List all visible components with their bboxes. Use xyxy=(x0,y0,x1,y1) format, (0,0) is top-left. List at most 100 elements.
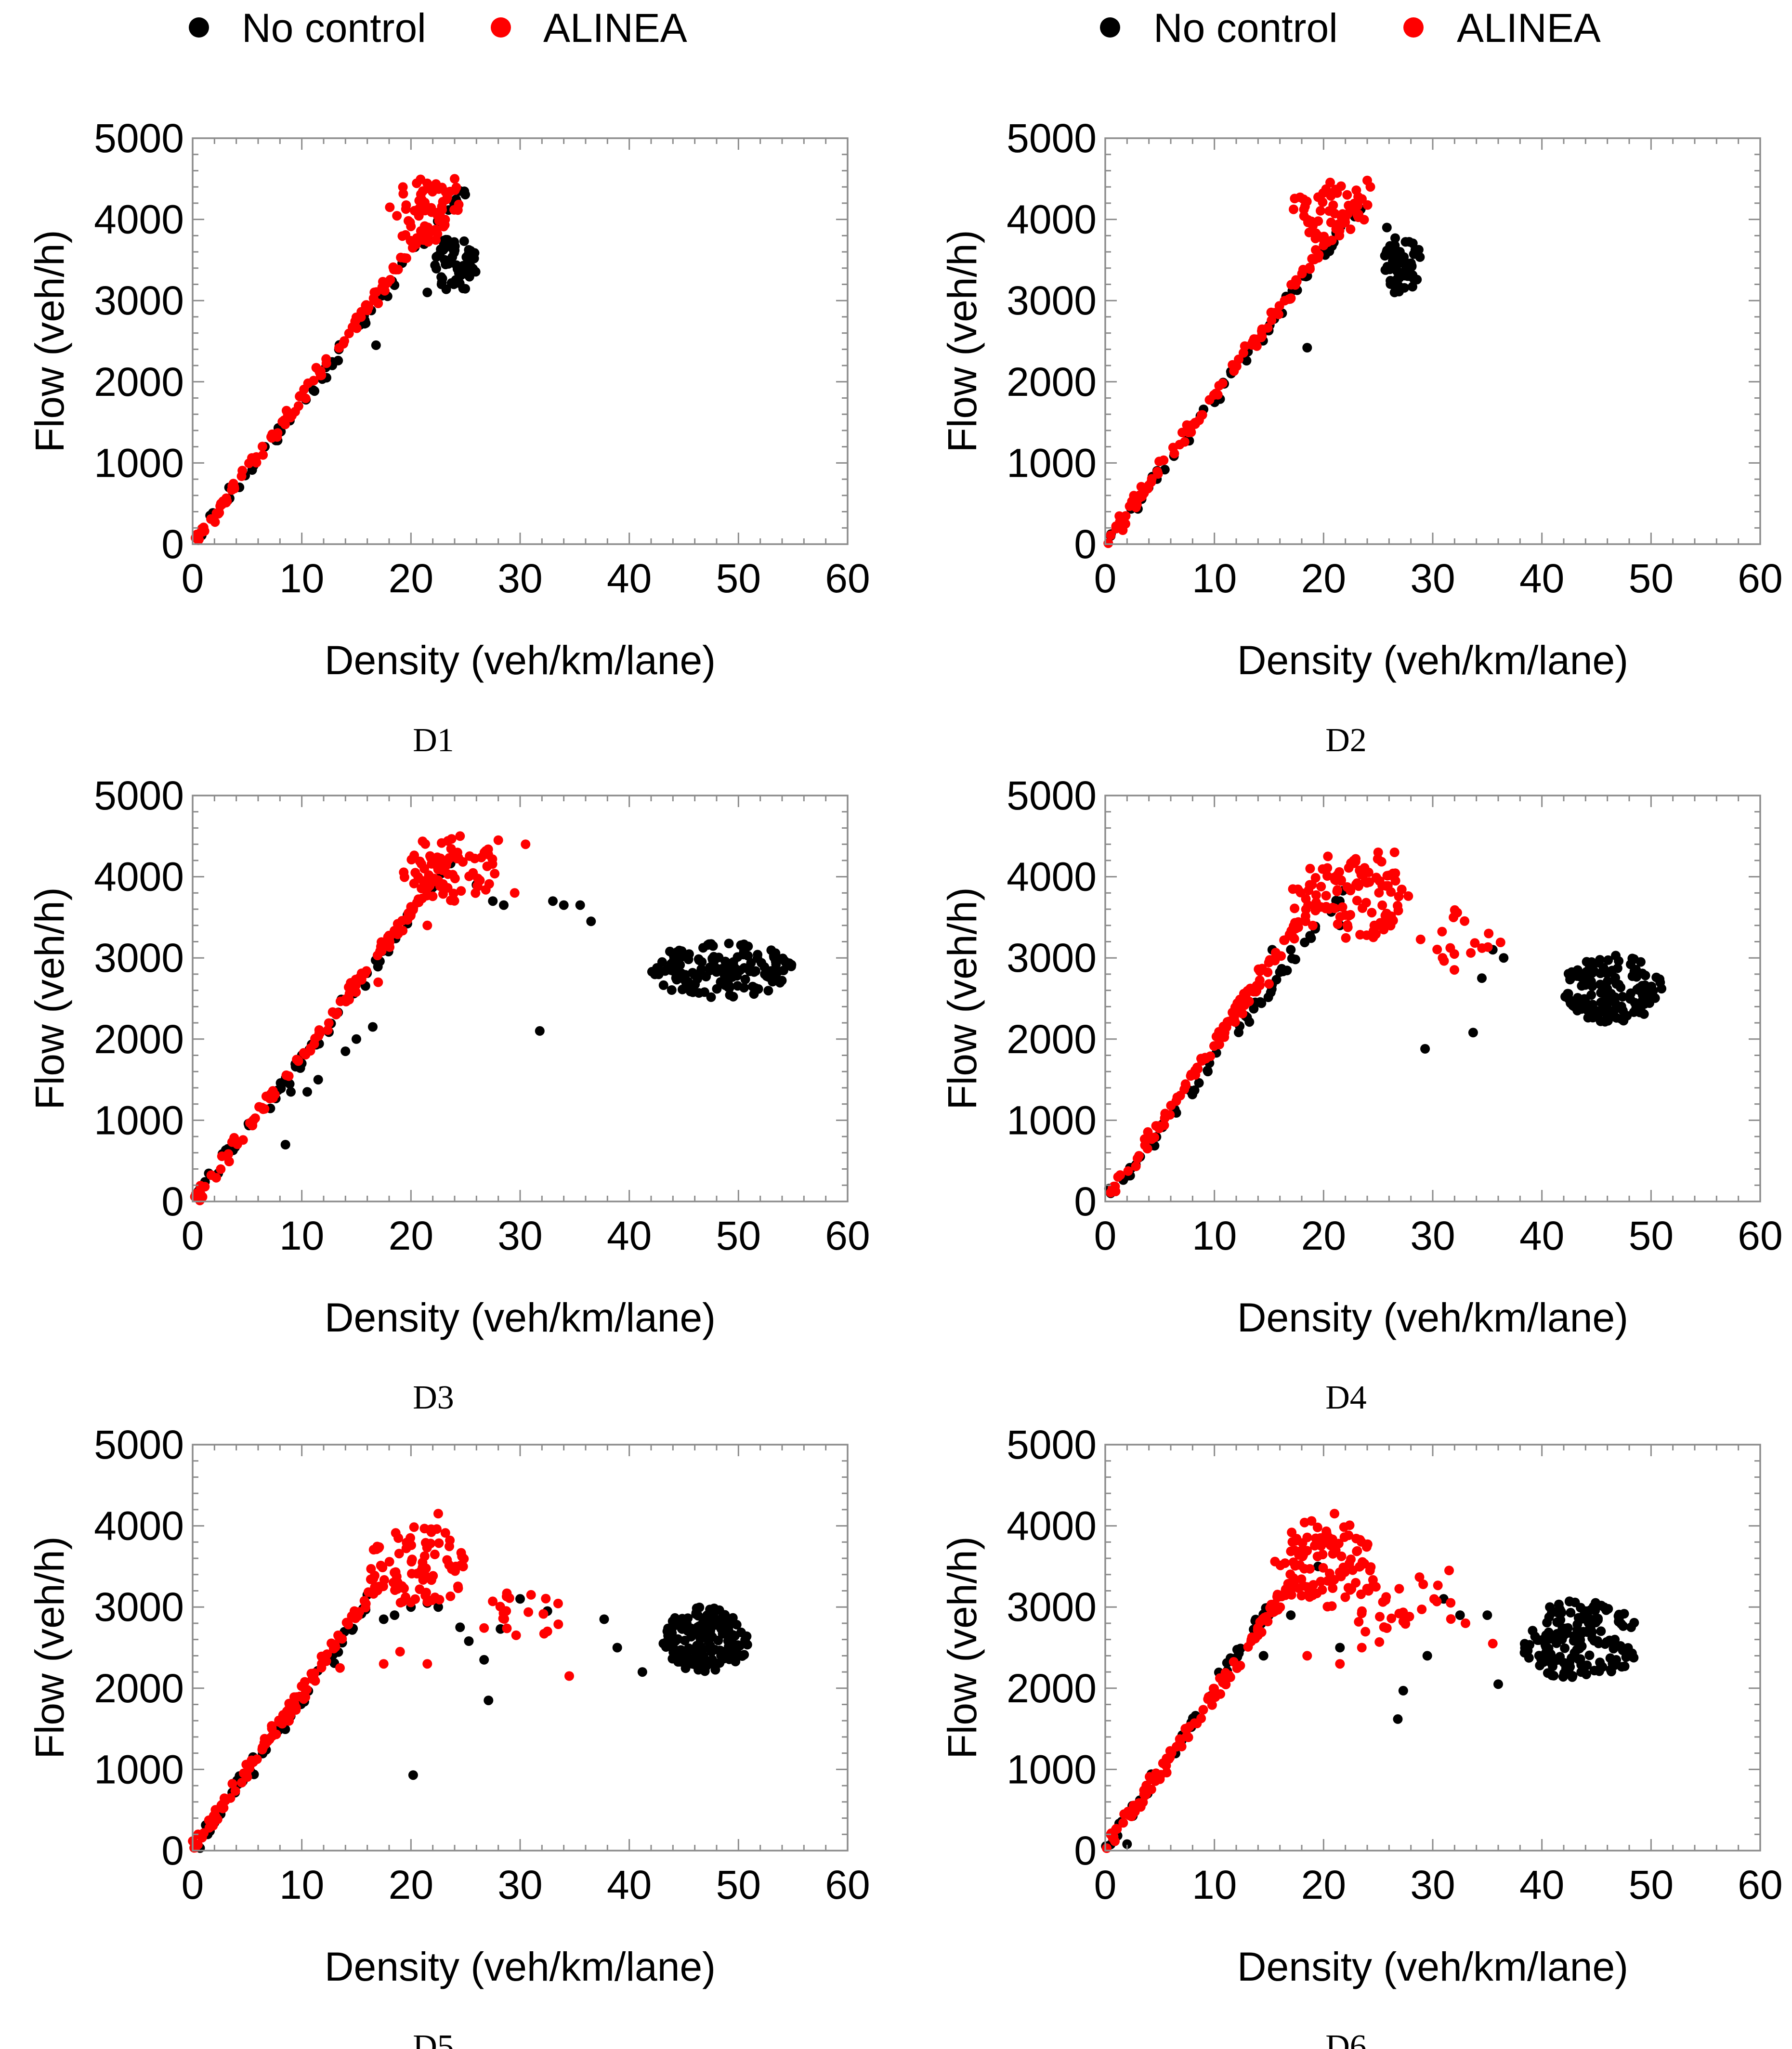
point-alinea xyxy=(1362,200,1373,210)
point-alinea xyxy=(1444,1566,1454,1576)
point-no-control xyxy=(1566,1607,1576,1618)
point-alinea xyxy=(1346,886,1356,896)
point-alinea xyxy=(1159,1120,1169,1130)
point-alinea xyxy=(422,890,432,901)
y-tick-label: 5000 xyxy=(1007,116,1097,161)
point-no-control xyxy=(1548,1661,1557,1671)
point-no-control xyxy=(1608,1658,1618,1669)
point-alinea xyxy=(420,839,431,849)
point-alinea xyxy=(1387,1613,1397,1623)
point-alinea xyxy=(1161,1761,1171,1771)
point-alinea xyxy=(434,1538,444,1548)
point-alinea xyxy=(1139,1134,1150,1144)
point-no-control xyxy=(1541,1642,1551,1652)
point-no-control xyxy=(1286,1610,1296,1620)
point-alinea xyxy=(385,202,395,212)
point-no-control xyxy=(768,975,778,985)
point-alinea xyxy=(1326,217,1336,227)
point-alinea xyxy=(1352,878,1362,888)
point-no-control xyxy=(1625,994,1635,1004)
point-alinea xyxy=(526,1590,536,1600)
point-no-control xyxy=(1468,1028,1478,1038)
point-alinea xyxy=(446,834,457,844)
point-no-control xyxy=(1565,1662,1575,1672)
point-no-control xyxy=(1242,356,1252,365)
point-alinea xyxy=(1150,1132,1160,1142)
point-alinea xyxy=(258,442,267,452)
x-tick-label: 30 xyxy=(1410,556,1455,601)
point-alinea xyxy=(1354,209,1364,220)
point-alinea xyxy=(1296,1546,1306,1556)
point-no-control xyxy=(1579,980,1589,990)
point-no-control xyxy=(690,979,700,990)
point-alinea xyxy=(426,1524,436,1534)
point-no-control xyxy=(1635,957,1646,967)
point-alinea xyxy=(1334,231,1345,241)
point-alinea xyxy=(450,174,459,184)
point-no-control xyxy=(1544,1612,1554,1622)
legend-right: No control ALINEA xyxy=(1100,5,1601,51)
point-no-control xyxy=(408,1770,418,1780)
point-alinea xyxy=(1323,851,1333,861)
point-no-control xyxy=(1596,1005,1606,1016)
point-no-control xyxy=(280,1140,290,1149)
point-alinea xyxy=(419,863,430,874)
point-alinea xyxy=(366,1564,376,1574)
point-alinea xyxy=(1272,1590,1282,1600)
point-no-control xyxy=(1407,272,1416,282)
point-alinea xyxy=(327,1638,337,1648)
point-alinea xyxy=(335,1663,345,1673)
point-alinea xyxy=(217,1800,227,1810)
point-alinea xyxy=(267,1723,277,1734)
x-tick-label: 10 xyxy=(1192,556,1237,601)
point-alinea xyxy=(1263,1617,1273,1627)
point-alinea xyxy=(223,1149,234,1159)
point-no-control xyxy=(1477,973,1487,983)
point-alinea xyxy=(316,1663,327,1673)
point-alinea xyxy=(206,1170,216,1180)
x-axis-label: Density (veh/km/lane) xyxy=(1237,1295,1628,1340)
point-alinea xyxy=(511,1630,521,1640)
y-tick-label: 5000 xyxy=(94,773,184,818)
point-alinea xyxy=(327,1007,338,1017)
point-alinea xyxy=(1360,1627,1371,1637)
point-alinea xyxy=(373,299,383,308)
point-alinea xyxy=(1165,1110,1175,1120)
point-no-control xyxy=(1650,993,1660,1003)
point-no-control xyxy=(441,235,451,245)
point-alinea xyxy=(1417,1605,1427,1614)
point-alinea xyxy=(406,1540,416,1550)
y-tick-label: 2000 xyxy=(94,1666,184,1711)
point-alinea xyxy=(510,888,520,898)
point-alinea xyxy=(475,875,485,886)
point-no-control xyxy=(742,1631,752,1641)
point-alinea xyxy=(401,200,411,210)
point-alinea xyxy=(1317,1585,1327,1595)
point-alinea xyxy=(1298,194,1308,204)
chart-panel-d6: 0 10 20 30 40 50 60 0 1000 2000 3000 4000 5000 Densit… xyxy=(940,1422,1783,2049)
point-alinea xyxy=(1221,1680,1231,1689)
point-alinea xyxy=(414,211,424,221)
point-no-control xyxy=(658,980,668,990)
point-alinea xyxy=(1246,1635,1256,1644)
point-alinea xyxy=(498,1613,508,1623)
point-alinea xyxy=(483,849,493,860)
point-no-control xyxy=(723,1636,733,1646)
point-alinea xyxy=(1289,934,1299,944)
point-no-control xyxy=(1567,967,1577,977)
point-no-control xyxy=(1616,982,1626,992)
point-alinea xyxy=(372,1541,382,1552)
point-no-control xyxy=(599,1614,609,1624)
y-axis-label: Flow (veh/h) xyxy=(940,230,985,452)
point-alinea xyxy=(1152,467,1163,477)
point-no-control xyxy=(1389,287,1400,298)
point-alinea xyxy=(1344,863,1354,873)
point-no-control xyxy=(706,992,716,1002)
point-no-control xyxy=(1618,992,1628,1002)
point-alinea xyxy=(541,1593,551,1604)
point-no-control xyxy=(586,916,596,927)
point-alinea xyxy=(204,1823,214,1833)
point-alinea xyxy=(1394,1584,1404,1594)
point-no-control xyxy=(737,1651,747,1661)
point-no-control xyxy=(675,960,685,970)
